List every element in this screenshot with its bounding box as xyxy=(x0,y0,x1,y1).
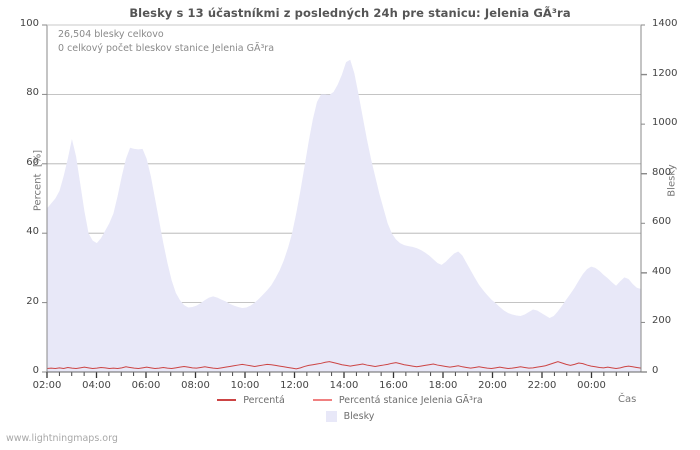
x-tick-0600: 06:00 xyxy=(131,380,161,391)
x-tick-2200: 22:00 xyxy=(527,380,557,391)
y-tick-right-600: 600 xyxy=(652,216,672,228)
legend-item-2[interactable]: Percentá stanice Jelenia GÃ³ra xyxy=(312,394,483,406)
y-axis-left-label: Percent [%] xyxy=(32,149,44,212)
legend-label: Blesky xyxy=(343,410,375,422)
y-tick-left-100: 100 xyxy=(19,18,39,29)
y-tick-right-800: 800 xyxy=(652,166,672,178)
y-tick-left-40: 40 xyxy=(26,226,39,238)
y-tick-right-1000: 1000 xyxy=(652,117,678,129)
x-axis-label: Čas xyxy=(618,394,637,405)
legend-swatch-line-icon xyxy=(217,399,237,401)
legend-swatch-box-icon xyxy=(325,410,337,422)
y-tick-left-80: 80 xyxy=(26,87,39,99)
y-tick-left-20: 20 xyxy=(26,295,39,307)
area-series-blesky xyxy=(47,59,641,372)
legend-row-primary: Percentá Percentá stanice Jelenia GÃ³ra xyxy=(0,392,700,408)
line-series-percenta xyxy=(46,361,642,370)
legend-item-0[interactable]: Blesky xyxy=(325,410,375,422)
legend-swatch-line-icon xyxy=(312,399,332,401)
legend-row-secondary: Blesky xyxy=(0,408,700,424)
x-tick-1800: 18:00 xyxy=(428,380,458,391)
y-tick-right-400: 400 xyxy=(652,265,672,277)
y-tick-right-1200: 1200 xyxy=(652,67,678,79)
y-tick-right-200: 200 xyxy=(652,315,672,327)
y-tick-right-1400: 1400 xyxy=(652,18,678,29)
annotation-total-strokes: 26,504 blesky celkovo xyxy=(58,29,164,40)
y-tick-left-0: 0 xyxy=(32,365,39,376)
x-tick-0800: 08:00 xyxy=(181,380,210,391)
legend-label: Percentá xyxy=(243,394,285,406)
x-tick-0000: 00:00 xyxy=(577,380,606,391)
footer-url: www.lightningmaps.org xyxy=(6,433,118,444)
x-tick-1000: 10:00 xyxy=(230,380,260,391)
legend-label: Percentá stanice Jelenia GÃ³ra xyxy=(338,394,483,406)
legend-item-1[interactable]: Percentá xyxy=(217,395,285,406)
x-tick-1200: 12:00 xyxy=(280,380,309,391)
chart-title: Blesky s 13 účastníkmi z posledných 24h … xyxy=(129,6,571,20)
x-tick-0400: 04:00 xyxy=(82,380,111,391)
chart-legend: Percentá Percentá stanice Jelenia GÃ³ra B… xyxy=(0,392,700,424)
x-tick-0200: 02:00 xyxy=(32,380,62,391)
x-tick-1400: 14:00 xyxy=(329,380,359,391)
y-tick-right-0: 0 xyxy=(652,365,659,376)
x-tick-1600: 16:00 xyxy=(379,380,408,391)
annotation-station-strokes: 0 celkový počet bleskov stanice Jelenia … xyxy=(58,43,275,54)
y-tick-left-60: 60 xyxy=(26,156,39,168)
x-tick-2000: 20:00 xyxy=(478,380,507,391)
